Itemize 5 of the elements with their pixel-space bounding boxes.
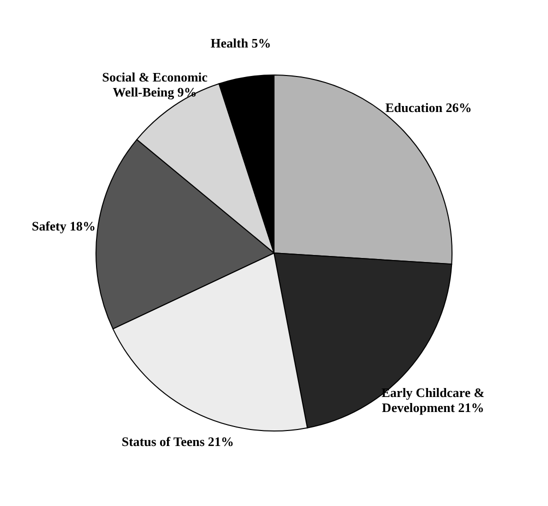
slice-label: Health 5%: [210, 36, 271, 51]
slice-label: Social & Economic Well-Being 9%: [102, 70, 208, 100]
slice-label: Education 26%: [385, 100, 472, 115]
slice-label: Status of Teens 21%: [122, 434, 234, 449]
slice-label: Safety 18%: [32, 218, 96, 234]
